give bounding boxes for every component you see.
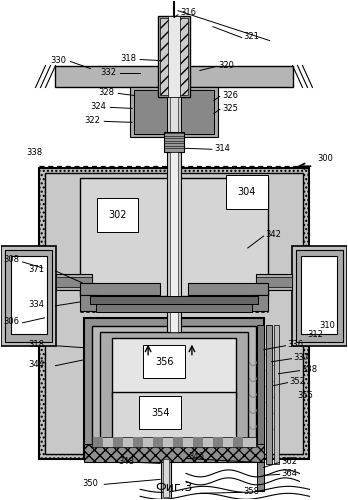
Text: 325: 325 xyxy=(222,104,238,113)
Text: 346: 346 xyxy=(188,452,204,461)
Bar xyxy=(45,173,303,454)
Text: 356: 356 xyxy=(155,356,174,366)
Text: 355: 355 xyxy=(298,391,314,400)
Bar xyxy=(56,277,92,287)
Text: 321: 321 xyxy=(244,32,260,41)
Bar xyxy=(257,460,264,492)
Text: 310: 310 xyxy=(319,322,335,330)
Text: 308: 308 xyxy=(4,256,20,264)
Bar xyxy=(96,304,252,312)
Text: 358: 358 xyxy=(244,487,260,496)
Text: 324: 324 xyxy=(90,102,106,111)
Bar xyxy=(84,444,264,462)
Bar xyxy=(170,152,178,332)
Bar xyxy=(133,438,143,448)
Text: 344: 344 xyxy=(29,360,45,369)
Text: 322: 322 xyxy=(84,116,100,125)
Bar xyxy=(113,438,123,448)
Text: 312: 312 xyxy=(308,330,323,340)
Text: 304: 304 xyxy=(238,187,256,197)
Text: 338: 338 xyxy=(26,148,43,157)
Text: 334: 334 xyxy=(29,300,45,310)
Bar xyxy=(1,246,56,346)
Bar xyxy=(295,250,343,342)
Bar xyxy=(292,246,347,346)
Bar xyxy=(178,90,214,134)
Bar xyxy=(170,98,178,132)
Bar xyxy=(161,460,171,500)
Bar xyxy=(266,325,271,464)
Bar xyxy=(130,88,174,138)
Bar xyxy=(112,338,236,398)
Text: 350: 350 xyxy=(82,479,98,488)
Bar xyxy=(250,295,268,311)
Text: 342: 342 xyxy=(266,230,282,238)
Text: 338: 338 xyxy=(301,365,318,374)
Text: 354: 354 xyxy=(151,408,169,418)
Text: 328: 328 xyxy=(98,88,114,97)
Bar xyxy=(55,66,293,88)
Text: 318: 318 xyxy=(29,340,45,349)
Bar xyxy=(301,256,337,334)
Bar xyxy=(80,283,160,295)
Text: 336: 336 xyxy=(287,340,304,349)
Text: 320: 320 xyxy=(218,61,234,70)
Text: 337: 337 xyxy=(293,353,310,362)
Text: 352: 352 xyxy=(290,377,306,386)
Text: 371: 371 xyxy=(29,266,45,274)
Bar xyxy=(193,438,203,448)
Text: 348: 348 xyxy=(118,457,134,466)
Text: 306: 306 xyxy=(4,318,20,326)
Bar xyxy=(84,318,264,458)
Bar xyxy=(274,325,279,464)
Bar xyxy=(92,438,256,448)
Bar xyxy=(174,88,218,138)
Text: 316: 316 xyxy=(180,8,196,17)
Bar xyxy=(93,438,103,448)
Bar xyxy=(158,16,190,98)
Bar xyxy=(256,274,292,290)
Bar xyxy=(160,18,188,96)
Text: 362: 362 xyxy=(282,457,298,466)
Text: 302: 302 xyxy=(108,210,127,220)
Bar xyxy=(168,16,180,98)
Bar xyxy=(5,250,53,342)
Bar xyxy=(112,392,236,444)
Bar xyxy=(90,296,258,304)
Text: 318: 318 xyxy=(120,54,136,63)
Bar xyxy=(233,438,243,448)
Text: 326: 326 xyxy=(222,91,238,100)
Bar xyxy=(173,438,183,448)
Bar xyxy=(80,178,268,296)
Bar xyxy=(80,295,98,311)
Text: 332: 332 xyxy=(100,68,116,77)
Bar xyxy=(167,98,181,132)
Bar xyxy=(164,132,184,152)
Bar xyxy=(163,460,169,498)
Text: 330: 330 xyxy=(50,56,66,65)
Bar xyxy=(167,152,181,332)
Bar xyxy=(134,90,170,134)
Text: 300: 300 xyxy=(317,154,333,163)
Text: 314: 314 xyxy=(214,144,230,153)
Bar xyxy=(188,283,268,295)
Bar xyxy=(153,438,163,448)
Bar xyxy=(213,438,223,448)
Bar xyxy=(256,277,292,287)
Bar xyxy=(11,256,47,334)
Bar xyxy=(100,332,248,444)
Text: Фиг.3: Фиг.3 xyxy=(155,481,193,494)
Bar xyxy=(92,326,256,450)
Bar xyxy=(257,325,264,464)
Text: 364: 364 xyxy=(282,469,298,478)
Bar xyxy=(39,168,309,460)
Bar xyxy=(56,274,92,290)
